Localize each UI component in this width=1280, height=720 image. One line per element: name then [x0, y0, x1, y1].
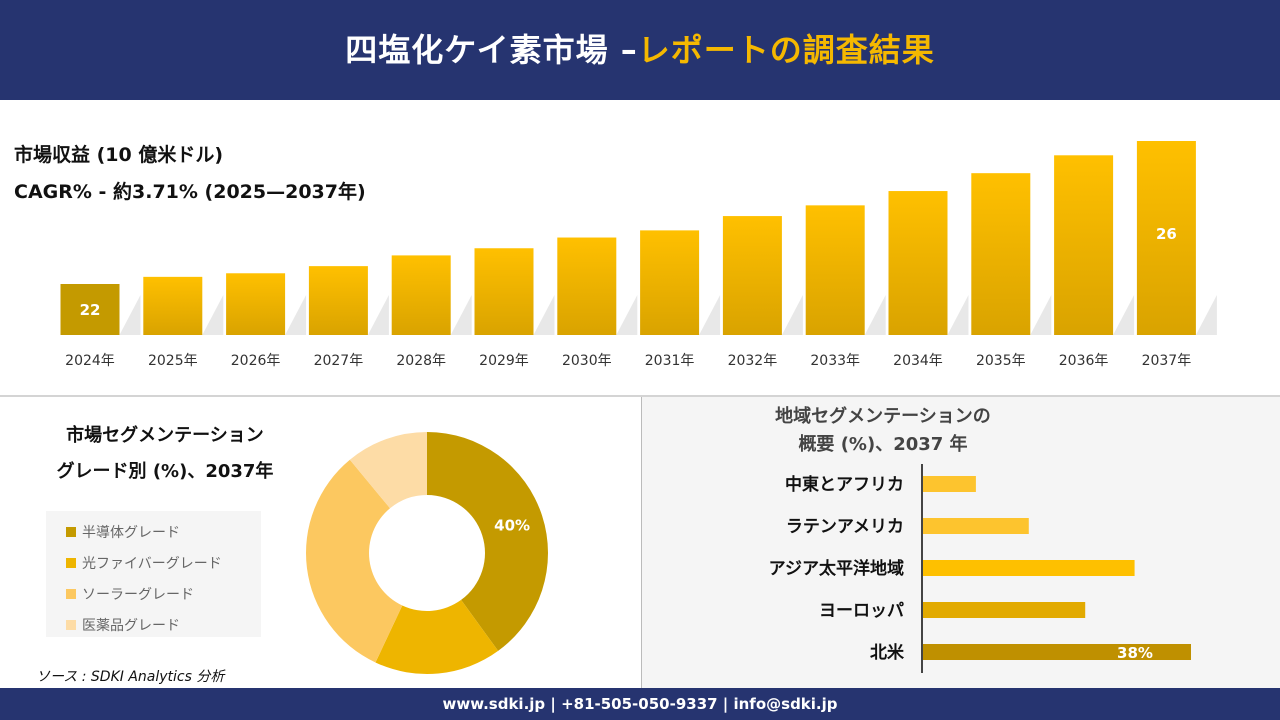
y-tick-label: 中東とアフリカ [785, 474, 904, 495]
bar-アジア太平洋地域 [923, 560, 1135, 576]
revenue-label: 市場収益 (10 億米ドル) [14, 144, 224, 166]
bar-shadow [202, 295, 224, 335]
x-tick-label: 2034年 [893, 353, 943, 369]
bar-北米 [923, 644, 1191, 660]
x-tick-label: 2030年 [562, 353, 612, 369]
source-note: ソース : SDKI Analytics 分析 [36, 669, 225, 685]
region-title-line1: 地域セグメンテーションの [775, 406, 991, 427]
legend-swatch [66, 588, 76, 599]
region-panel [641, 397, 1280, 688]
legend-item: 光ファイバーグレード [66, 547, 261, 578]
title-main: 四塩化ケイ素市場 – [345, 31, 638, 69]
bar-shadow [616, 295, 638, 335]
bar-2037年 [1136, 141, 1196, 335]
grade-legend: 半導体グレード光ファイバーグレード ソーラーグレード 医薬品グレード [46, 511, 261, 637]
revenue-bar-chart: 2024年 22 2025年 2026年 2027年 2028年 2029年 2030年 203… [60, 141, 1217, 369]
x-tick-label: 2035年 [976, 353, 1026, 369]
donut-slice-0 [427, 432, 548, 651]
slice-label: 40% [494, 516, 530, 534]
bar-shadow [450, 295, 472, 335]
grade-donut-chart: 40% [306, 432, 548, 674]
legend-swatch [66, 526, 76, 537]
x-tick-label: 2032年 [728, 353, 778, 369]
divider [0, 395, 1280, 397]
bar-ラテンアメリカ [923, 518, 1029, 534]
footer-contact: www.sdki.jp | +81-505-050-9337 | info@sd… [0, 688, 1280, 720]
bar-2029年 [474, 248, 534, 335]
bar-ヨーロッパ [923, 602, 1086, 618]
x-tick-label: 2037年 [1142, 353, 1192, 369]
x-tick-label: 2029年 [479, 353, 529, 369]
bar-shadow [119, 295, 141, 335]
legend-swatch [66, 619, 76, 630]
data-label: 38% [1117, 644, 1153, 662]
legend-item: ソーラーグレード [66, 578, 261, 609]
bar-2033年 [805, 205, 865, 335]
y-tick-label: ラテンアメリカ [786, 517, 904, 537]
bar-shadow [1030, 295, 1052, 335]
x-tick-label: 2028年 [396, 353, 446, 369]
data-label: 22 [80, 301, 101, 319]
bar-shadow [285, 295, 307, 335]
bar-2024年 [60, 284, 120, 335]
x-tick-label: 2033年 [810, 353, 860, 369]
bar-shadow [864, 295, 886, 335]
legend-label: 半導体グレード [82, 524, 180, 541]
page-header: 四塩化ケイ素市場 –レポートの調査結果 [0, 0, 1280, 100]
region-title-line2: 概要 (%)、2037 年 [798, 434, 968, 455]
grade-chart-title: 市場セグメンテーション グレード別 (%)、2037年 [20, 418, 310, 490]
bar-2036年 [1054, 155, 1114, 335]
legend-item: 半導体グレード [66, 516, 261, 547]
grade-title-line1: 市場セグメンテーション [66, 425, 264, 446]
x-tick-label: 2036年 [1059, 353, 1109, 369]
bar-shadow [533, 295, 555, 335]
bar-2031年 [640, 230, 700, 335]
donut-slice-1 [375, 599, 499, 674]
bar-shadow [699, 295, 721, 335]
bar-2030年 [557, 237, 617, 335]
bar-2025年 [143, 276, 203, 335]
legend-label: 光ファイバーグレード [82, 555, 222, 572]
bar-2028年 [391, 255, 451, 335]
legend-swatch [66, 557, 76, 568]
bar-shadow [1195, 295, 1217, 335]
grade-title-line2: グレード別 (%)、2037年 [56, 461, 274, 482]
region-chart-title: 地域セグメンテーションの 概要 (%)、2037 年 [641, 403, 1125, 459]
x-tick-label: 2031年 [645, 353, 695, 369]
cagr-label: CAGR% - 約3.71% (2025—2037年) [14, 181, 366, 203]
y-tick-label: 北米 [870, 642, 905, 663]
donut-slice-3 [349, 432, 427, 509]
bar-2034年 [888, 191, 948, 335]
y-tick-label: ヨーロッパ [819, 601, 904, 621]
x-tick-label: 2024年 [65, 353, 115, 369]
bar-shadow [367, 295, 389, 335]
bar-shadow [781, 295, 803, 335]
y-tick-label: アジア太平洋地域 [769, 558, 904, 579]
bar-shadow [947, 295, 969, 335]
bar-2027年 [308, 266, 368, 335]
legend-label: 医薬品グレード [82, 617, 180, 634]
bar-shadow [1113, 295, 1135, 335]
data-label: 26 [1156, 225, 1177, 243]
legend-label: ソーラーグレード [82, 586, 194, 603]
bar-2032年 [722, 216, 782, 335]
donut-slice-2 [306, 459, 403, 663]
bar-2026年 [226, 273, 286, 335]
x-tick-label: 2025年 [148, 353, 198, 369]
x-tick-label: 2027年 [314, 353, 364, 369]
bar-2035年 [971, 173, 1031, 335]
bar-中東とアフリカ [923, 476, 976, 492]
legend-item: 医薬品グレード [66, 609, 261, 640]
title-highlight: レポートの調査結果 [637, 31, 935, 69]
x-tick-label: 2026年 [231, 353, 281, 369]
